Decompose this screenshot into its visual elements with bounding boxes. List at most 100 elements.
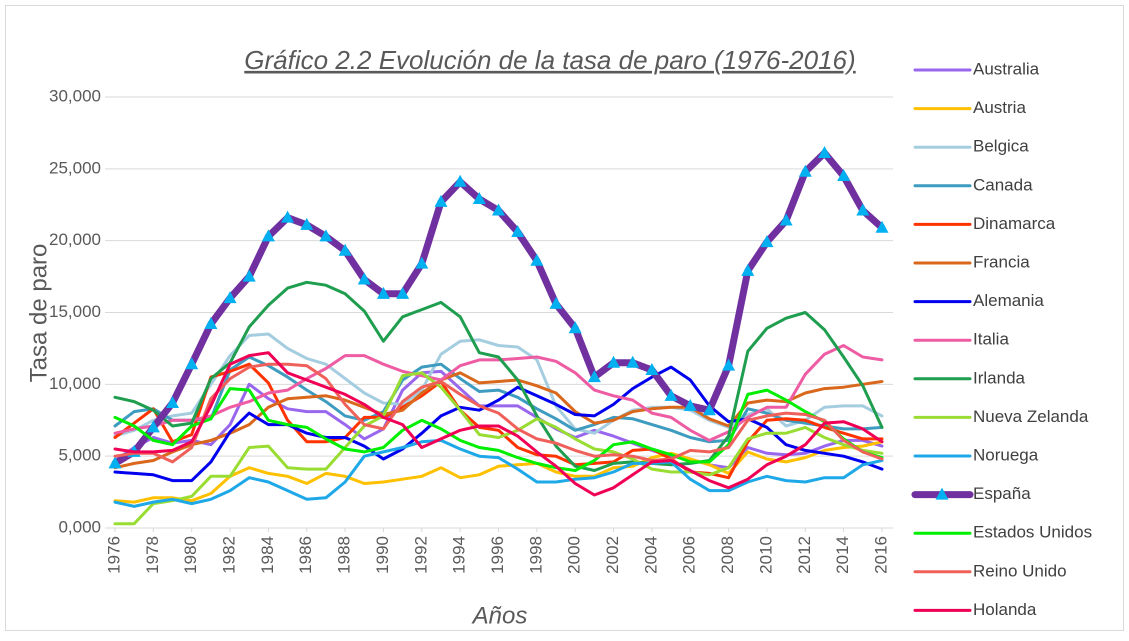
data-point xyxy=(741,263,755,276)
series-line xyxy=(113,362,884,464)
legend-label: Italia xyxy=(973,330,1009,349)
series-line xyxy=(113,371,884,526)
data-point xyxy=(261,229,275,242)
y-tick-label: 20,000 xyxy=(49,230,101,249)
legend-item: Belgica xyxy=(913,137,1029,156)
legend-item: Canada xyxy=(913,175,1033,194)
x-tick-label: 1998 xyxy=(526,536,545,574)
data-point xyxy=(492,203,505,216)
legend-label: Estados Unidos xyxy=(973,523,1092,542)
legend-item: España xyxy=(911,484,1031,503)
data-point xyxy=(875,220,889,233)
y-tick-label: 0,000 xyxy=(58,517,101,536)
data-point xyxy=(587,370,601,383)
series-line xyxy=(113,438,884,508)
x-tick-label: 1992 xyxy=(411,536,430,574)
x-tick-label: 1988 xyxy=(335,536,354,574)
data-point xyxy=(223,291,237,304)
series-line xyxy=(113,362,884,480)
data-point xyxy=(357,272,371,285)
y-tick-label: 10,000 xyxy=(49,374,101,393)
legend-label: España xyxy=(973,484,1031,503)
legend-item: Holanda xyxy=(913,600,1037,619)
data-point xyxy=(722,358,736,371)
y-tick-label: 30,000 xyxy=(49,86,101,105)
legend-label: Belgica xyxy=(973,137,1029,156)
x-tick-label: 2000 xyxy=(565,536,584,574)
y-tick-label: 5,000 xyxy=(58,446,101,465)
data-point xyxy=(376,286,390,299)
x-tick-label: 2016 xyxy=(871,536,890,574)
x-tick-label: 2014 xyxy=(833,536,852,574)
x-tick-label: 1996 xyxy=(488,536,507,574)
x-tick-label: 1984 xyxy=(258,536,277,574)
data-point xyxy=(683,398,697,411)
data-point xyxy=(645,362,659,375)
data-point xyxy=(108,456,122,469)
x-tick-label: 2010 xyxy=(756,536,775,574)
legend-label: Nueva Zelanda xyxy=(973,407,1089,426)
legend-label: Reino Unido xyxy=(973,561,1067,580)
series-line xyxy=(113,387,884,472)
data-point xyxy=(204,316,218,329)
legend-label: Francia xyxy=(973,252,1030,271)
data-point xyxy=(185,357,199,370)
data-point xyxy=(434,194,448,207)
legend-label: Australia xyxy=(973,59,1040,78)
legend-label: Canada xyxy=(973,175,1033,194)
data-point xyxy=(453,174,467,187)
chart-title: Gráfico 2.2 Evolución de la tasa de paro… xyxy=(244,45,855,75)
y-axis-label: Tasa de paro xyxy=(25,244,52,383)
data-point xyxy=(511,225,525,238)
x-axis-label: Años xyxy=(471,602,528,629)
data-point xyxy=(396,286,410,299)
data-point xyxy=(415,256,429,269)
data-point xyxy=(856,203,870,216)
x-tick-label: 1986 xyxy=(296,536,315,574)
data-point xyxy=(319,229,333,242)
legend-label: Alemania xyxy=(973,291,1044,310)
data-point xyxy=(702,403,716,416)
y-tick-label: 25,000 xyxy=(49,158,101,177)
data-point xyxy=(242,269,256,282)
x-tick-label: 1978 xyxy=(143,536,162,574)
legend-item: Nueva Zelanda xyxy=(913,407,1089,426)
legend-item: Austria xyxy=(913,98,1026,117)
x-tick-label: 2004 xyxy=(641,536,660,574)
data-point xyxy=(300,217,314,230)
data-point xyxy=(166,396,180,409)
series-line xyxy=(113,355,884,444)
series-line xyxy=(113,369,884,470)
series-line xyxy=(113,440,884,504)
legend-item: Australia xyxy=(913,59,1040,78)
legend-item: Italia xyxy=(913,330,1009,349)
y-tick-label: 15,000 xyxy=(49,302,101,321)
series-line xyxy=(113,280,884,472)
data-point xyxy=(607,355,621,368)
x-tick-label: 2002 xyxy=(603,536,622,574)
data-point xyxy=(281,210,295,223)
x-tick-label: 1982 xyxy=(220,536,239,574)
x-tick-label: 1976 xyxy=(104,536,123,574)
x-tick-label: 1980 xyxy=(181,536,200,574)
data-point xyxy=(472,192,486,205)
x-tick-label: 2006 xyxy=(680,536,699,574)
data-point xyxy=(837,169,851,182)
data-point xyxy=(779,213,793,226)
data-point xyxy=(549,296,563,309)
data-point xyxy=(530,253,544,266)
series-line xyxy=(113,344,884,442)
legend-label: Irlanda xyxy=(973,368,1026,387)
legend-item: Irlanda xyxy=(913,368,1026,387)
legend-label: Dinamarca xyxy=(973,214,1056,233)
legend-item: Estados Unidos xyxy=(913,523,1092,542)
x-tick-label: 1994 xyxy=(450,536,469,574)
legend-item: Reino Unido xyxy=(913,561,1067,580)
series-line xyxy=(113,351,884,497)
legend-item: Alemania xyxy=(913,291,1044,310)
data-point xyxy=(760,235,774,248)
legend-item: Francia xyxy=(913,252,1030,271)
legend-item: Noruega xyxy=(913,445,1039,464)
legend-item: Dinamarca xyxy=(913,214,1056,233)
